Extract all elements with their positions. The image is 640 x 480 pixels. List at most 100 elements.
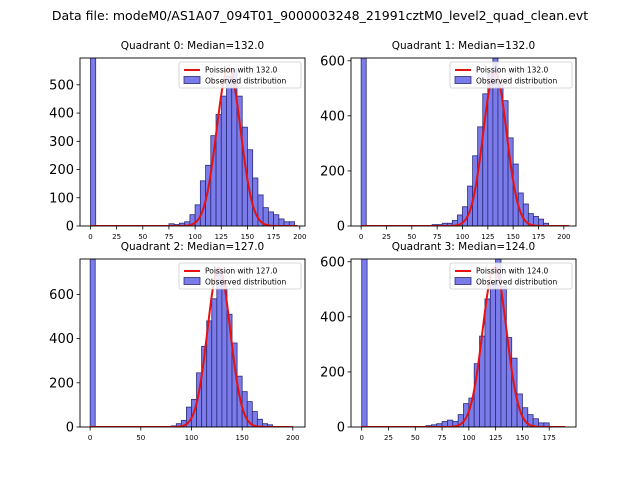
- quadrant-1-legend-box: [449, 61, 573, 89]
- quadrant-2-ytick-label: 200: [49, 376, 74, 391]
- quadrant-3-legend-box: [449, 262, 573, 290]
- quadrant-3-legend-fit-label: Poission with 124.0: [476, 267, 549, 276]
- quadrant-3-ytick-label: 0: [337, 421, 345, 436]
- quadrant-0-xtick-label: 0: [88, 233, 92, 241]
- quadrant-3-xtick-label: 125: [489, 434, 502, 442]
- quadrant-0-xtick-label: 125: [215, 233, 228, 241]
- quadrant-1-xtick-label: 125: [481, 233, 494, 241]
- quadrant-0-bar: [90, 58, 97, 226]
- quadrant-0-ytick-label: 200: [49, 163, 74, 178]
- quadrant-2-ytick-label: 400: [49, 332, 74, 347]
- quadrant-1-ytick-label: 200: [320, 164, 345, 179]
- quadrant-1-legend-fit-label: Poission with 132.0: [476, 66, 549, 75]
- quadrant-1-xtick-label: 50: [407, 233, 416, 241]
- quadrant-0-fit-line: [90, 66, 298, 226]
- quadrant-0-bar: [278, 218, 285, 226]
- quadrant-0-xtick-label: 25: [112, 233, 121, 241]
- quadrant-0-bars: [90, 58, 298, 226]
- quadrant-3-ytick-label: 200: [320, 365, 345, 380]
- quadrant-0-bar: [226, 75, 233, 226]
- quadrant-0-ytick-label: 400: [49, 107, 74, 122]
- quadrant-0-xtick-label: 200: [293, 233, 306, 241]
- quadrant-1-xtick-label: 175: [532, 233, 545, 241]
- quadrant-0-xtick-label: 50: [138, 233, 147, 241]
- quadrant-0-xtick-label: 75: [164, 233, 173, 241]
- quadrant-0-title: Quadrant 0: Median=132.0: [121, 40, 264, 52]
- quadrant-3-axes-frame: [350, 258, 577, 428]
- quadrant-2-xtick-label: 100: [185, 434, 198, 442]
- quadrant-3-legend-bar-swatch: [454, 277, 472, 285]
- quadrant-2-xtick-label: 0: [88, 434, 92, 442]
- quadrant-3-xtick-label: 25: [384, 434, 393, 442]
- quadrant-3-bar: [361, 259, 368, 427]
- quadrant-1-xtick-label: 0: [359, 233, 363, 241]
- quadrant-0-bar: [220, 95, 227, 226]
- quadrant-2-legend: Poission with 127.0 Observed distribution: [178, 262, 302, 290]
- quadrant-2-legend-box: [178, 262, 302, 290]
- quadrant-3-fit-line: [361, 266, 566, 427]
- quadrant-3-xtick-label: 0: [359, 434, 363, 442]
- quadrant-1-xtick-label: 200: [557, 233, 570, 241]
- quadrant-0-bar: [267, 211, 274, 226]
- quadrant-2-bar: [89, 259, 96, 427]
- quadrant-3-xtick-label: 150: [516, 434, 529, 442]
- quadrant-0-ytick-label: 300: [49, 135, 74, 150]
- quadrant-1-fit-line: [361, 70, 569, 226]
- quadrant-2-xtick-label: 150: [235, 434, 248, 442]
- quadrant-2-bar: [256, 418, 263, 427]
- quadrant-1-ytick-label: 400: [320, 109, 345, 124]
- quadrant-0-bar: [273, 214, 280, 226]
- quadrant-2-panel: Quadrant 2: Median=127.0 0 50 100 150 200 0 200…: [49, 241, 306, 442]
- quadrant-1-legend-bar-swatch: [454, 76, 472, 84]
- quadrant-1-panel: Quadrant 1: Median=132.0 0 25 50 75 100 125 150…: [320, 40, 577, 241]
- quadrant-1-xtick-label: 75: [433, 233, 442, 241]
- quadrant-0-bar: [252, 177, 259, 226]
- quadrant-3-xtick-label: 100: [462, 434, 475, 442]
- quadrant-3-title: Quadrant 3: Median=124.0: [392, 241, 535, 253]
- quadrant-1-xtick-label: 100: [456, 233, 469, 241]
- quadrant-1-legend-observed-label: Observed distribution: [476, 77, 557, 86]
- quadrant-0-legend-fit-label: Poission with 132.0: [205, 66, 278, 75]
- quadrant-1-axes-frame: [350, 57, 577, 227]
- quadrant-1-title: Quadrant 1: Median=132.0: [392, 40, 535, 52]
- quadrant-0-legend-bar-swatch: [183, 76, 201, 84]
- quadrant-1-xtick-label: 150: [506, 233, 519, 241]
- quadrant-0-legend-observed-label: Observed distribution: [205, 77, 286, 86]
- quadrant-0-ytick-label: 0: [66, 220, 74, 235]
- quadrant-0-panel: Quadrant 0: Median=132.0 0 25 50 75 100 125 150…: [49, 40, 306, 241]
- quadrant-1-ytick-label: 0: [337, 220, 345, 235]
- quadrant-3-legend-observed-label: Observed distribution: [476, 278, 557, 287]
- quadrant-3-xtick-label: 50: [411, 434, 420, 442]
- quadrant-0-legend-box: [178, 61, 302, 89]
- quadrant-2-legend-fit-label: Poission with 127.0: [205, 267, 278, 276]
- quadrant-3-bars: [361, 259, 566, 427]
- quadrant-3-xtick-label: 175: [543, 434, 556, 442]
- quadrant-2-legend-observed-label: Observed distribution: [205, 278, 286, 287]
- quadrant-3-legend: Poission with 124.0 Observed distribution: [449, 262, 573, 290]
- quadrant-2-bar: [267, 424, 273, 427]
- quadrant-0-ytick-label: 100: [49, 191, 74, 206]
- quadrant-0-legend: Poission with 132.0 Observed distribution: [178, 61, 302, 89]
- quadrant-2-legend-bar-swatch: [183, 277, 201, 285]
- quadrant-1-xtick-label: 25: [382, 233, 391, 241]
- quadrant-2-ytick-label: 0: [66, 421, 74, 436]
- quadrant-1-bar: [543, 222, 550, 226]
- quadrant-3-bar: [489, 283, 497, 427]
- quadrant-1-legend: Poission with 132.0 Observed distribution: [449, 61, 573, 89]
- quadrant-1-bars: [360, 58, 569, 226]
- quadrant-0-xtick-label: 100: [188, 233, 201, 241]
- quadrant-2-axes-frame: [79, 258, 306, 428]
- quadrant-3-xtick-label: 75: [438, 434, 447, 442]
- quadrant-2-bar: [216, 268, 223, 427]
- quadrant-3-panel: Quadrant 3: Median=124.0 0 25 50 75 100 125 150…: [320, 241, 577, 442]
- quadrant-0-axes-frame: [79, 57, 306, 227]
- quadrant-2-title: Quadrant 2: Median=127.0: [121, 241, 264, 253]
- quadrant-2-xtick-label: 200: [286, 434, 299, 442]
- quadrant-3-ytick-label: 400: [320, 310, 345, 325]
- quadrant-0-xtick-label: 175: [267, 233, 280, 241]
- quadrant-2-xtick-label: 50: [136, 434, 145, 442]
- quadrant-0-xtick-label: 150: [241, 233, 254, 241]
- quadrant-3-bar: [484, 298, 491, 427]
- quadrant-1-bar: [360, 58, 367, 226]
